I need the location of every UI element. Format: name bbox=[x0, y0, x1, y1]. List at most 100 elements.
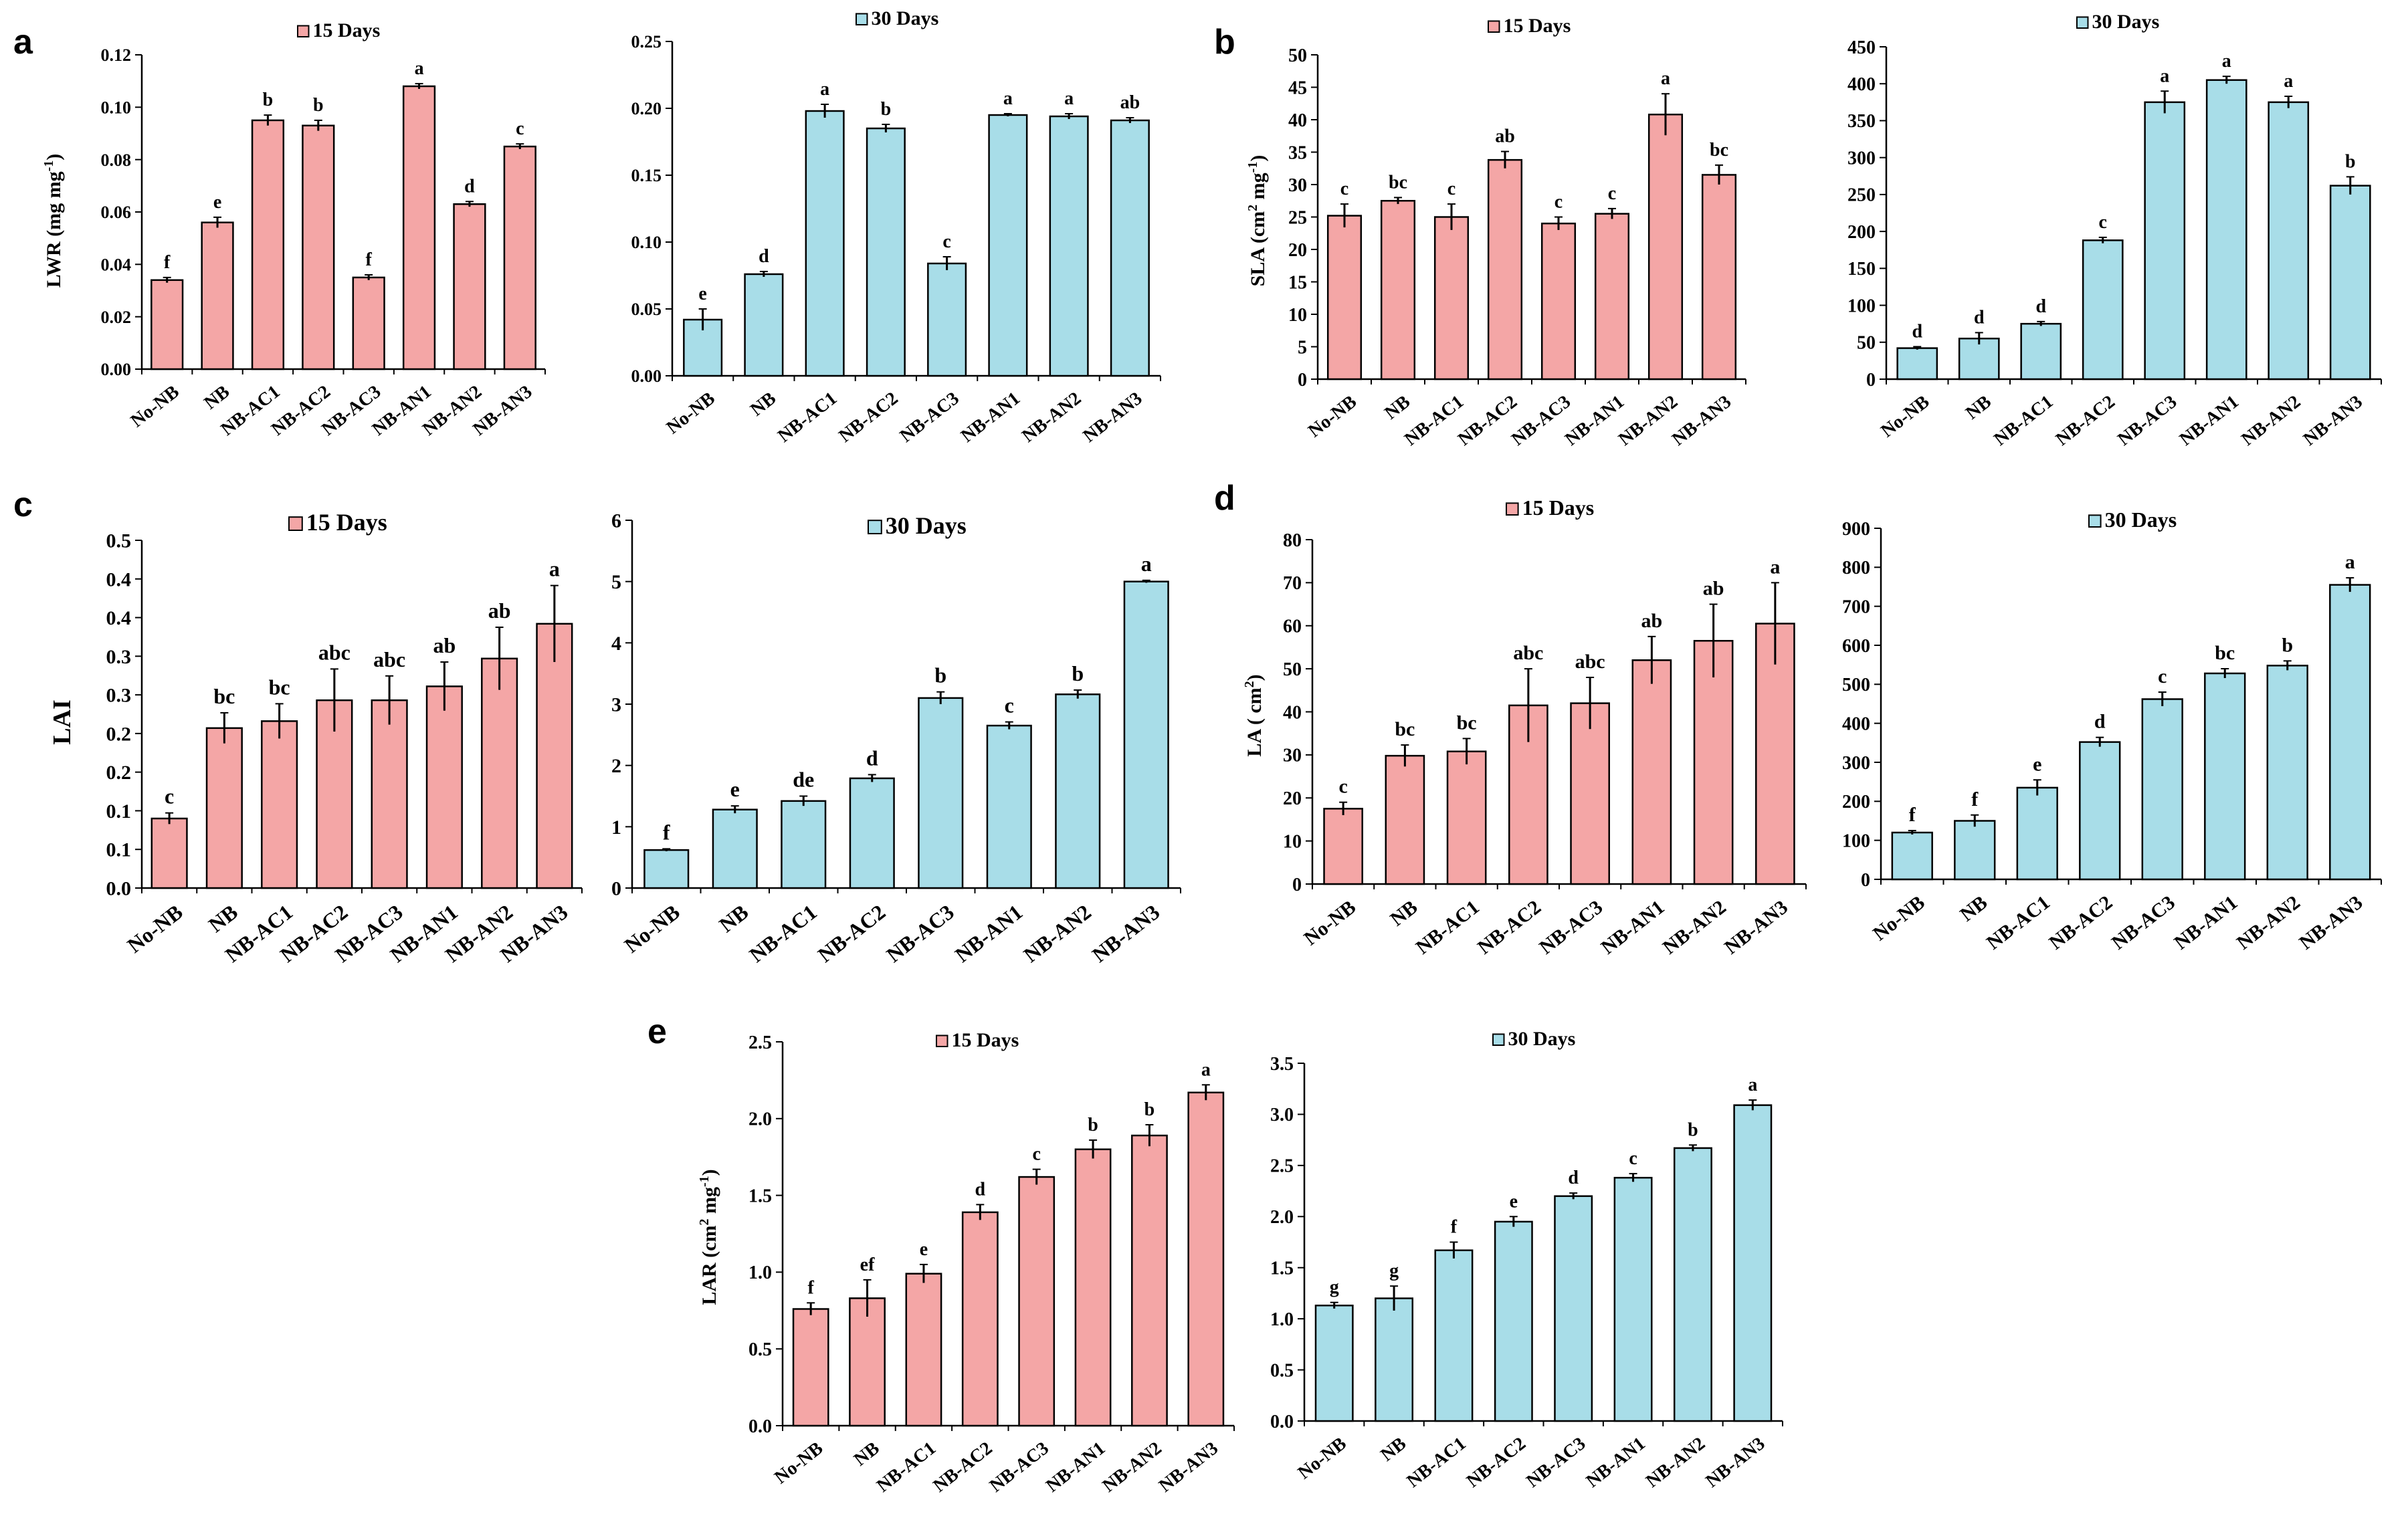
y-tick-label: 150 bbox=[1847, 259, 1876, 280]
category-label: NB-AN2 bbox=[1099, 1438, 1166, 1497]
y-tick-label: 25 bbox=[1288, 207, 1307, 228]
bar-NB-AN1 bbox=[988, 114, 1028, 377]
category-label: NB-AC1 bbox=[1403, 1433, 1470, 1492]
bar-No-NB bbox=[1323, 808, 1363, 885]
chart-b15: 0 5 10 15 20 25 30 35 40 45 50 c No-NB bc NB c NB-AC1 ab N… bbox=[1288, 15, 1746, 450]
y-tick-label: 0.4 bbox=[106, 568, 132, 590]
y-tick-label: 30 bbox=[1288, 175, 1307, 196]
category-label: No-NB bbox=[1300, 896, 1360, 950]
category-label: No-NB bbox=[663, 388, 719, 438]
category-label: NB-AN1 bbox=[2170, 891, 2241, 954]
category-label: NB-AC1 bbox=[1990, 391, 2057, 450]
bar-NB-AN2 bbox=[1131, 1134, 1168, 1427]
bar-NB bbox=[1380, 200, 1416, 380]
bar-NB-AC3 bbox=[1570, 702, 1610, 885]
bar-NB bbox=[744, 273, 784, 377]
category-label: NB bbox=[746, 388, 780, 420]
significance-letter: c bbox=[1340, 179, 1348, 199]
bar-NB-AN2 bbox=[1049, 115, 1089, 377]
category-label: No-NB bbox=[1304, 391, 1361, 441]
significance-letter: d bbox=[759, 246, 769, 267]
bar-NB-AN2 bbox=[1693, 640, 1734, 885]
significance-letter: f bbox=[164, 252, 171, 273]
significance-letter: d bbox=[2035, 296, 2046, 317]
significance-letter: d bbox=[2094, 711, 2106, 733]
significance-letter: a bbox=[2160, 66, 2169, 86]
significance-letter: g bbox=[1389, 1261, 1399, 1281]
bar-NB-AC1 bbox=[2016, 786, 2058, 881]
y-tick-label: 0.3 bbox=[106, 646, 132, 668]
significance-letter: c bbox=[165, 784, 174, 808]
category-label: NB-AN2 bbox=[1615, 391, 1682, 450]
category-label: NB-AN3 bbox=[1155, 1438, 1222, 1497]
legend-label: 15 Days bbox=[1522, 496, 1595, 520]
category-label: No-NB bbox=[1869, 891, 1929, 945]
bar-NB bbox=[712, 808, 758, 889]
significance-letter: abc bbox=[1513, 642, 1543, 664]
bar-NB-AN1 bbox=[1594, 213, 1630, 380]
y-tick-label: 600 bbox=[1842, 636, 1870, 657]
significance-letter: a bbox=[2284, 71, 2293, 92]
bar-NB-AC3 bbox=[1540, 222, 1577, 380]
y-tick-label: 0 bbox=[611, 878, 621, 900]
bar-NB-AC1 bbox=[261, 720, 298, 889]
y-tick-label: 1.0 bbox=[748, 1263, 772, 1283]
category-label: NB-AC2 bbox=[1454, 391, 1521, 450]
significance-letter: ab bbox=[488, 598, 511, 623]
significance-letter: d bbox=[866, 746, 878, 770]
significance-letter: a bbox=[2222, 51, 2231, 72]
panel-label-e: e bbox=[647, 1012, 667, 1051]
y-tick-label: 0.1 bbox=[106, 839, 132, 861]
bar-NB-AC2 bbox=[1487, 158, 1523, 380]
y-tick-label: 0.02 bbox=[101, 308, 132, 327]
bar-NB-AC2 bbox=[1494, 1220, 1533, 1422]
y-tick-label: 0 bbox=[1298, 370, 1307, 391]
bar-NB-AC3 bbox=[1018, 1176, 1056, 1427]
category-label: NB-AN2 bbox=[2237, 391, 2304, 450]
y-tick-label: 0.10 bbox=[631, 233, 662, 252]
y-tick-label: 2.0 bbox=[748, 1109, 772, 1130]
significance-letter: c bbox=[2099, 212, 2107, 233]
category-label: NB-AN1 bbox=[1583, 1433, 1649, 1492]
significance-letter: f bbox=[366, 249, 373, 270]
chart-b30: 0 50 100 150 200 250 300 350 400 450 d No-NB d NB d NB-… bbox=[1847, 11, 2382, 450]
bar-NB-AN3 bbox=[536, 623, 573, 889]
significance-letter: c bbox=[1554, 192, 1563, 213]
y-tick-label: 35 bbox=[1288, 142, 1307, 163]
significance-letter: a bbox=[1064, 88, 1074, 109]
y-axis-title-b: SLA (cm2 mg-1) bbox=[1245, 155, 1269, 287]
significance-letter: d bbox=[1974, 307, 1985, 328]
significance-letter: e bbox=[730, 777, 740, 801]
y-axis-title-d: LA ( cm2) bbox=[1242, 674, 1266, 756]
category-label: NB-AN3 bbox=[1668, 391, 1735, 450]
y-tick-label: 50 bbox=[1857, 333, 1876, 354]
category-label: NB-AC3 bbox=[2108, 891, 2179, 954]
category-label: NB-AN1 bbox=[2176, 391, 2243, 450]
bar-NB-AN1 bbox=[2204, 672, 2246, 881]
significance-letter: f bbox=[1971, 788, 1979, 810]
significance-letter: c bbox=[942, 231, 950, 252]
significance-letter: b bbox=[263, 90, 274, 110]
y-tick-label: 300 bbox=[1842, 753, 1870, 774]
significance-letter: d bbox=[1912, 321, 1922, 342]
y-tick-label: 0.3 bbox=[106, 685, 132, 707]
category-label: NB-AN2 bbox=[1642, 1433, 1709, 1492]
significance-letter: b bbox=[1088, 1115, 1098, 1135]
bar-NB-AC3 bbox=[918, 697, 964, 889]
y-tick-label: 15 bbox=[1288, 272, 1307, 293]
significance-letter: abc bbox=[318, 640, 350, 664]
significance-letter: c bbox=[1005, 693, 1014, 718]
significance-letter: ef bbox=[860, 1254, 875, 1275]
significance-letter: b bbox=[2345, 151, 2356, 172]
y-tick-label: 10 bbox=[1288, 305, 1307, 326]
significance-letter: de bbox=[793, 768, 814, 792]
bar-NB bbox=[1958, 338, 2000, 380]
significance-letter: a bbox=[1748, 1075, 1757, 1095]
significance-letter: b bbox=[1688, 1119, 1698, 1140]
y-tick-label: 0.5 bbox=[106, 530, 132, 552]
significance-letter: ab bbox=[1120, 92, 1140, 113]
y-tick-label: 0.0 bbox=[1270, 1412, 1294, 1432]
significance-letter: b bbox=[1072, 661, 1084, 685]
y-tick-label: 0.00 bbox=[631, 366, 662, 386]
y-tick-label: 0 bbox=[1866, 370, 1876, 391]
